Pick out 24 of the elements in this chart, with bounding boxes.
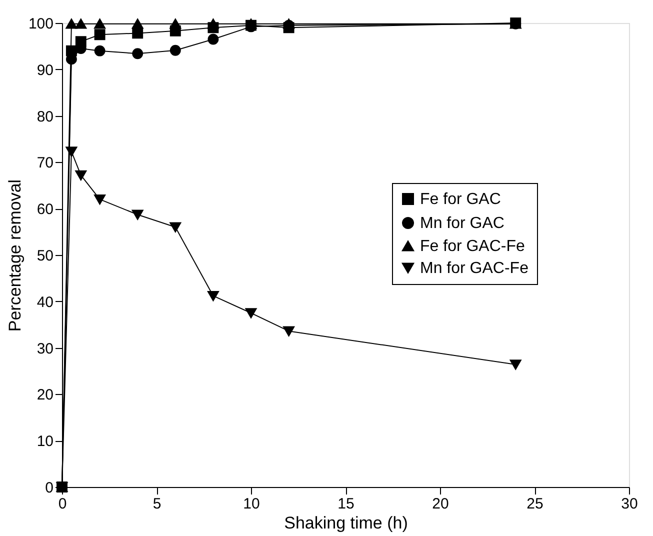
y-tick-label: 30 <box>36 340 54 358</box>
y-tick-label: 20 <box>36 386 54 404</box>
y-tick-label: 40 <box>36 294 54 311</box>
y-tick-label: 50 <box>36 248 54 264</box>
x-tick-label: 25 <box>526 496 544 512</box>
x-tick-label: 30 <box>621 496 638 512</box>
legend-label: Mn for GAC <box>420 215 504 232</box>
x-tick-label: 15 <box>338 496 354 512</box>
y-tick-label: 90 <box>36 62 54 79</box>
y-tick-label: 10 <box>36 433 54 450</box>
y-tick-label: 80 <box>36 108 54 126</box>
legend-label: Fe for GAC <box>420 191 501 208</box>
y-axis-title: Percentage removal <box>5 179 24 332</box>
x-tick-label: 5 <box>152 496 162 512</box>
legend-label: Fe for GAC-Fe <box>420 238 526 255</box>
x-axis-title: Shaking time (h) <box>284 514 408 532</box>
legend-label: Mn for GAC-Fe <box>420 260 529 277</box>
y-tick-label: 0 <box>45 480 54 496</box>
x-tick-label: 0 <box>58 496 67 512</box>
y-tick-label: 70 <box>36 154 54 172</box>
y-tick-label: 60 <box>36 201 54 218</box>
x-tick-label: 20 <box>432 496 449 512</box>
y-tick-label: 100 <box>28 16 54 32</box>
x-tick-label: 10 <box>243 496 260 512</box>
